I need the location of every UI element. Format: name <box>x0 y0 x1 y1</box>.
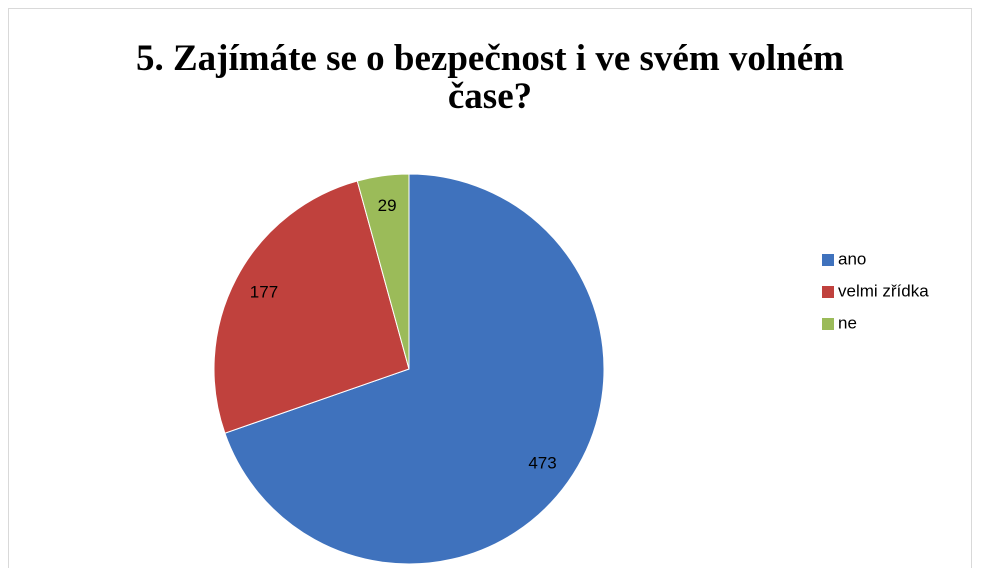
data-label: 473 <box>528 453 556 472</box>
legend-label: velmi zřídka <box>838 281 929 300</box>
legend-label: ne <box>838 313 857 332</box>
data-label: 29 <box>378 196 397 215</box>
legend-label: ano <box>838 249 866 268</box>
legend-swatch <box>822 286 834 298</box>
data-label: 177 <box>250 282 278 301</box>
chart-title: 5. Zajímáte se o bezpečnost i ve svém vo… <box>135 38 844 117</box>
legend-swatch <box>822 318 834 330</box>
pie-slice <box>356 173 410 370</box>
chart-frame <box>8 8 972 568</box>
legend-swatch <box>822 254 834 266</box>
pie-slice <box>224 173 605 565</box>
pie-slice <box>213 180 410 434</box>
